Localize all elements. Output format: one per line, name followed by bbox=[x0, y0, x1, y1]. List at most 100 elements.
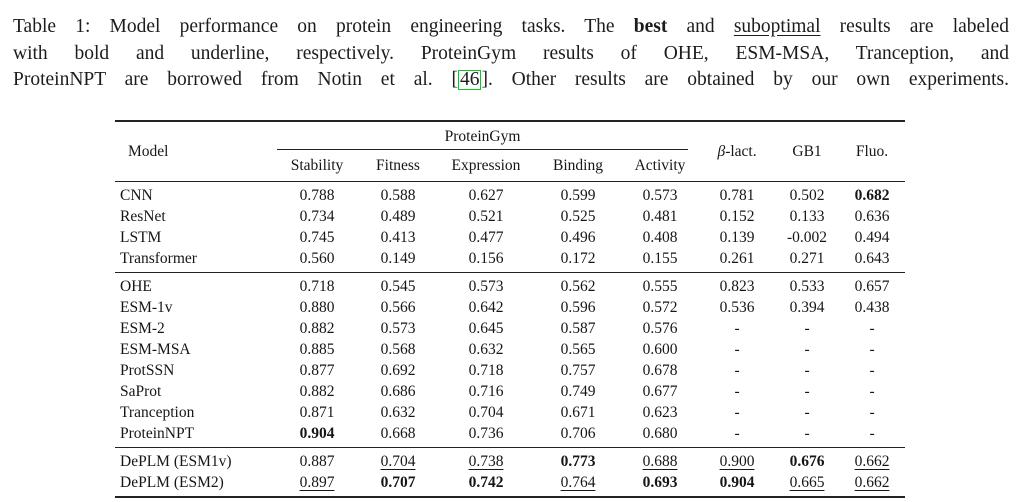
column-header-binding: Binding bbox=[553, 157, 603, 174]
value-cell: - bbox=[804, 383, 810, 400]
value-cell: - bbox=[804, 362, 810, 379]
caption-line-2: with bold and underline, respectively. P… bbox=[13, 42, 1009, 64]
value-cell: - bbox=[869, 320, 875, 337]
value-cell: 0.481 bbox=[642, 208, 678, 225]
value-cell: 0.172 bbox=[560, 250, 596, 267]
value-cell: 0.271 bbox=[789, 250, 825, 267]
value-cell: 0.897 bbox=[299, 474, 335, 491]
caption-bold-best: best bbox=[633, 16, 668, 37]
value-cell: 0.623 bbox=[642, 404, 678, 421]
table-row: ResNet 0.734 0.489 0.521 0.525 0.481 0.152 0.13… bbox=[115, 206, 905, 227]
model-name-cell: ProteinNPT bbox=[120, 425, 195, 442]
model-name-cell: DePLM (ESM2) bbox=[120, 474, 224, 491]
model-name-cell: SaProt bbox=[120, 383, 162, 400]
column-header-gb1: GB1 bbox=[792, 142, 822, 160]
value-cell: 0.749 bbox=[560, 383, 596, 400]
table-row: CNN 0.788 0.588 0.627 0.599 0.573 0.781 0.502 0.… bbox=[115, 182, 905, 207]
value-cell: - bbox=[734, 341, 740, 358]
value-cell: 0.677 bbox=[642, 383, 678, 400]
value-cell: 0.686 bbox=[380, 383, 416, 400]
value-cell: 0.718 bbox=[299, 278, 335, 295]
model-name-cell: CNN bbox=[120, 187, 153, 204]
value-cell: 0.133 bbox=[789, 208, 825, 225]
value-cell: 0.413 bbox=[380, 229, 416, 246]
value-cell: 0.742 bbox=[468, 474, 504, 491]
value-cell: 0.704 bbox=[380, 453, 416, 470]
value-cell: - bbox=[734, 383, 740, 400]
value-cell: 0.882 bbox=[299, 320, 335, 337]
results-table-wrapper: Model ProteinGym β-lact. GB1 Fluo. Stabi… bbox=[115, 120, 906, 498]
value-cell: 0.871 bbox=[299, 404, 335, 421]
caption-underline-suboptimal: suboptimal bbox=[733, 16, 821, 37]
value-cell: 0.904 bbox=[719, 474, 755, 491]
value-cell: 0.885 bbox=[299, 341, 335, 358]
value-cell: 0.642 bbox=[468, 299, 504, 316]
value-cell: 0.704 bbox=[468, 404, 504, 421]
value-cell: 0.394 bbox=[789, 299, 825, 316]
value-cell: - bbox=[804, 320, 810, 337]
value-cell: 0.636 bbox=[854, 208, 890, 225]
column-header-fitness: Fitness bbox=[376, 157, 420, 174]
value-cell: 0.781 bbox=[719, 187, 755, 204]
value-cell: 0.573 bbox=[380, 320, 416, 337]
column-header-model: Model bbox=[128, 142, 169, 160]
value-cell: 0.152 bbox=[719, 208, 755, 225]
table-group: CNN 0.788 0.588 0.627 0.599 0.573 0.781 0.502 0.… bbox=[115, 181, 906, 273]
value-cell: 0.568 bbox=[380, 341, 416, 358]
value-cell: 0.643 bbox=[854, 250, 890, 267]
value-cell: 0.757 bbox=[560, 362, 596, 379]
value-cell: 0.156 bbox=[468, 250, 504, 267]
model-name-cell: DePLM (ESM1v) bbox=[120, 453, 232, 470]
value-cell: 0.521 bbox=[468, 208, 504, 225]
value-cell: - bbox=[804, 341, 810, 358]
beta-symbol: β bbox=[717, 142, 726, 160]
caption-text: ProteinNPT are borrowed from Notin et al… bbox=[13, 69, 458, 90]
results-table: Model ProteinGym β-lact. GB1 Fluo. Stabi… bbox=[115, 120, 906, 498]
value-cell: 0.576 bbox=[642, 320, 678, 337]
table-row: ProteinNPT 0.904 0.668 0.736 0.706 0.680 - - - bbox=[115, 423, 905, 448]
value-cell: 0.565 bbox=[560, 341, 596, 358]
value-cell: - bbox=[734, 425, 740, 442]
caption-line-3: ProteinNPT are borrowed from Notin et al… bbox=[13, 67, 1009, 94]
value-cell: 0.662 bbox=[854, 453, 890, 470]
value-cell: 0.596 bbox=[560, 299, 596, 316]
value-cell: 0.587 bbox=[560, 320, 596, 337]
table-caption: Table 1: Model performance on protein en… bbox=[13, 14, 1009, 94]
table-group: DePLM (ESM1v) 0.887 0.704 0.738 0.773 0.688 0.… bbox=[115, 447, 906, 498]
value-cell: 0.645 bbox=[468, 320, 504, 337]
value-cell: 0.566 bbox=[380, 299, 416, 316]
value-cell: 0.536 bbox=[719, 299, 755, 316]
model-name-cell: ESM-2 bbox=[120, 320, 165, 337]
value-cell: 0.707 bbox=[380, 474, 416, 491]
value-cell: - bbox=[869, 425, 875, 442]
value-cell: 0.477 bbox=[468, 229, 504, 246]
model-name-cell: ProtSSN bbox=[120, 362, 175, 379]
table-row: ESM-1v 0.880 0.566 0.642 0.596 0.572 0.536 0.39… bbox=[115, 297, 905, 318]
model-name-cell: Tranception bbox=[120, 404, 195, 421]
value-cell: 0.555 bbox=[642, 278, 678, 295]
column-header-beta-lactamase: β-lact. bbox=[717, 142, 757, 160]
value-cell: - bbox=[804, 404, 810, 421]
value-cell: 0.662 bbox=[854, 474, 890, 491]
value-cell: 0.139 bbox=[719, 229, 755, 246]
value-cell: 0.657 bbox=[854, 278, 890, 295]
value-cell: 0.572 bbox=[642, 299, 678, 316]
value-cell: 0.665 bbox=[789, 474, 825, 491]
table-header: Model ProteinGym β-lact. GB1 Fluo. Stabi… bbox=[115, 121, 905, 182]
value-cell: 0.693 bbox=[642, 474, 678, 491]
value-cell: 0.632 bbox=[380, 404, 416, 421]
table-group: OHE 0.718 0.545 0.573 0.562 0.555 0.823 0.533 0.… bbox=[115, 272, 906, 448]
column-header-activity: Activity bbox=[634, 157, 686, 174]
value-cell: 0.678 bbox=[642, 362, 678, 379]
citation-link-46[interactable]: 46 bbox=[457, 69, 482, 90]
value-cell: - bbox=[869, 404, 875, 421]
table-row: SaProt 0.882 0.686 0.716 0.749 0.677 - - - bbox=[115, 381, 905, 402]
caption-text: results are labeled bbox=[820, 16, 1010, 37]
model-name-cell: LSTM bbox=[120, 229, 162, 246]
caption-text: ]. Other results are obtained by our own… bbox=[481, 69, 1009, 90]
value-cell: 0.706 bbox=[560, 425, 596, 442]
value-cell: - bbox=[734, 362, 740, 379]
table-row: ProtSSN 0.877 0.692 0.718 0.757 0.678 - - - bbox=[115, 360, 905, 381]
value-cell: 0.887 bbox=[299, 453, 335, 470]
value-cell: 0.599 bbox=[560, 187, 596, 204]
